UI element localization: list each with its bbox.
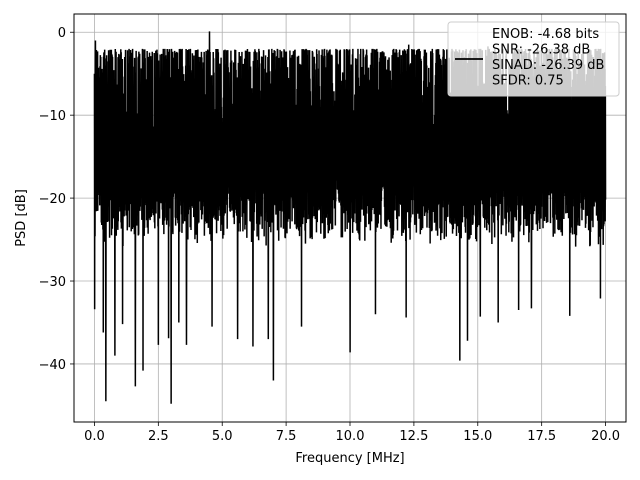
x-tick-label: 17.5 bbox=[527, 429, 556, 444]
legend-line: SNR: -26.38 dB bbox=[492, 43, 590, 58]
legend-line: SFDR: 0.75 bbox=[492, 74, 564, 89]
axis-ticks: 0.0 2.5 5.0 7.5 10.0 12.5 15.0 17.5 20.0 0 −10 −20 −… bbox=[39, 26, 620, 444]
legend-box bbox=[447, 21, 620, 97]
y-tick-label: −40 bbox=[39, 358, 66, 373]
legend-label: ENOB: -4.68 bits SNR: -26.38 dB SINAD: -26… bbox=[492, 27, 604, 89]
legend-line: ENOB: -4.68 bits bbox=[492, 27, 599, 42]
x-tick-label: 5.0 bbox=[212, 429, 233, 444]
psd-series bbox=[93, 31, 607, 404]
psd-trace bbox=[93, 31, 607, 404]
y-tick-label: 0 bbox=[58, 26, 66, 41]
legend: ENOB: -4.68 bits SNR: -26.38 dB SINAD: -26… bbox=[447, 21, 620, 97]
x-tick-label: 10.0 bbox=[336, 429, 365, 444]
x-tick-label: 15.0 bbox=[463, 429, 492, 444]
y-tick-label: −30 bbox=[39, 275, 66, 290]
x-tick-label: 0.0 bbox=[84, 429, 105, 444]
legend-line: SINAD: -26.39 dB bbox=[492, 58, 604, 73]
y-axis-label: PSD [dB] bbox=[14, 189, 29, 247]
y-tick-label: −10 bbox=[39, 109, 66, 124]
x-tick-label: 20.0 bbox=[591, 429, 620, 444]
x-tick-label: 12.5 bbox=[399, 429, 428, 444]
y-tick-label: −20 bbox=[39, 192, 66, 207]
x-tick-label: 2.5 bbox=[148, 429, 169, 444]
x-tick-label: 7.5 bbox=[276, 429, 297, 444]
x-axis-label: Frequency [MHz] bbox=[295, 451, 404, 466]
